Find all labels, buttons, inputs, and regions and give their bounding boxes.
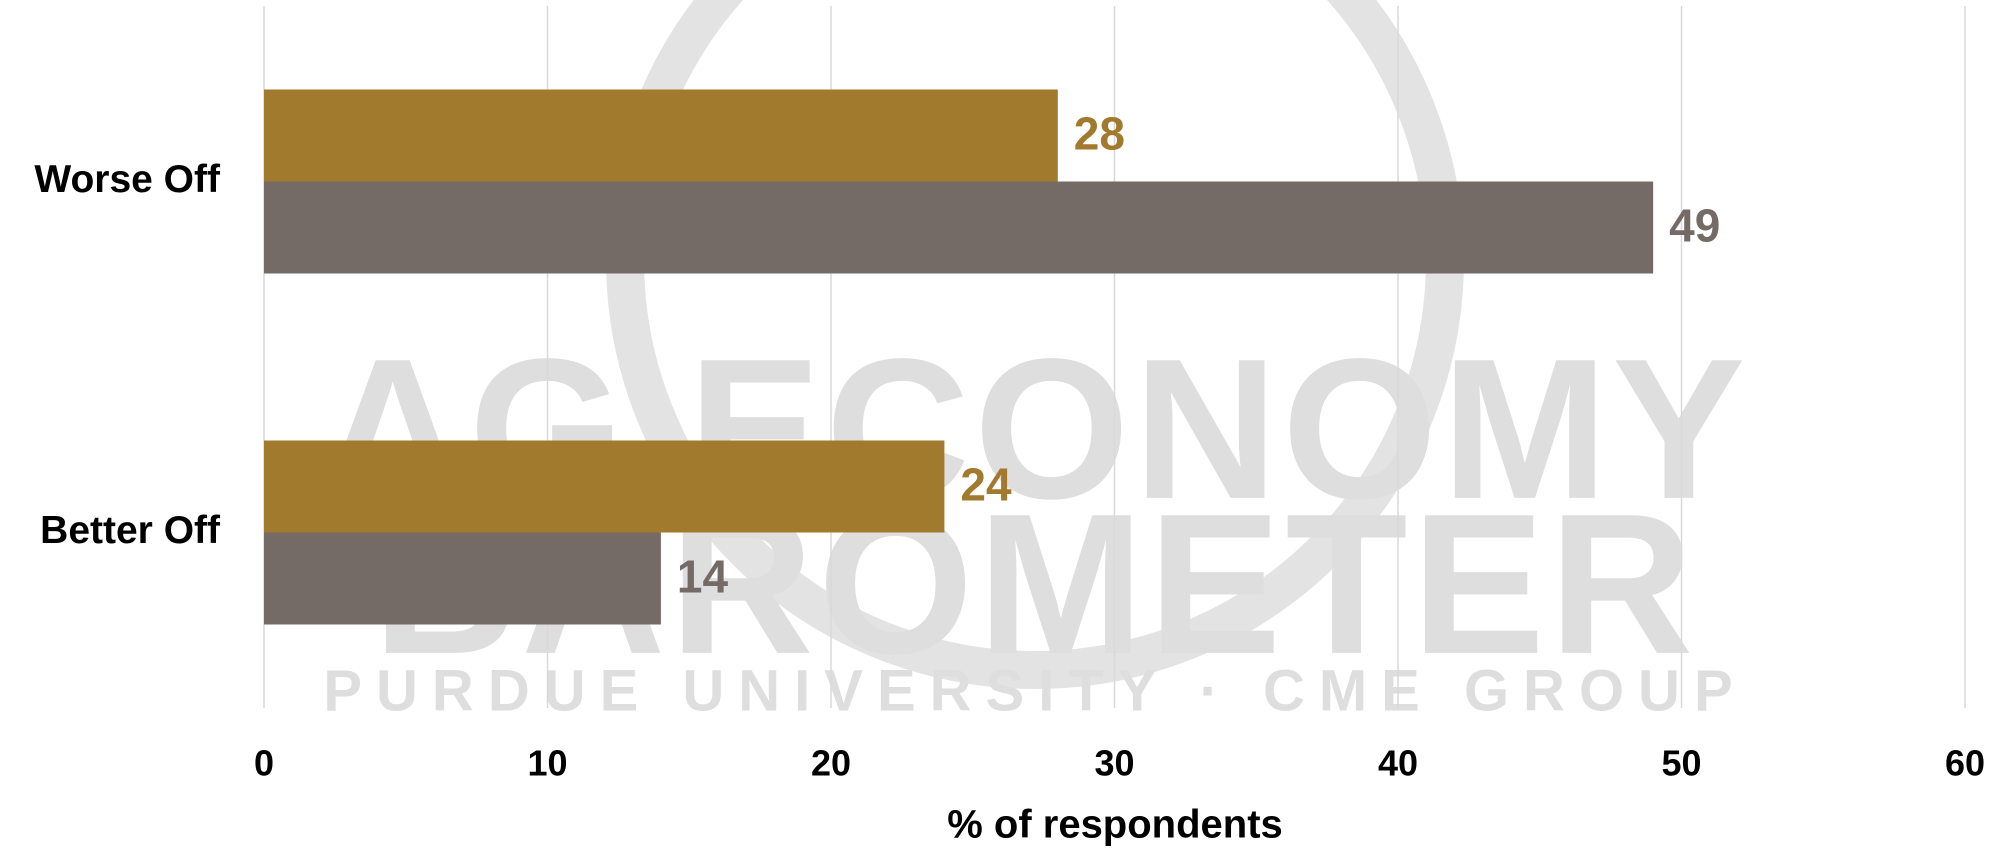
y-tick-label: Better Off <box>40 509 221 552</box>
bar <box>264 181 1654 274</box>
x-tick-label: 20 <box>811 743 851 784</box>
value-label: 24 <box>960 459 1012 511</box>
x-tick-label: 10 <box>527 743 567 784</box>
x-tick-label: 50 <box>1661 743 1701 784</box>
x-tick-label: 0 <box>254 743 274 784</box>
bar <box>264 532 661 625</box>
value-label: 49 <box>1669 200 1720 252</box>
x-axis-label: % of respondents <box>947 803 1283 847</box>
x-tick-label: 40 <box>1378 743 1418 784</box>
value-label: 28 <box>1074 108 1125 160</box>
x-tick-label: 60 <box>1945 743 1985 784</box>
bar <box>264 440 945 533</box>
bar <box>264 89 1058 182</box>
x-tick-label: 30 <box>1094 743 1134 784</box>
y-tick-label: Worse Off <box>34 158 221 201</box>
watermark-text: PURDUE UNIVERSITY · CME GROUP <box>323 658 1746 723</box>
value-label: 14 <box>677 551 729 603</box>
